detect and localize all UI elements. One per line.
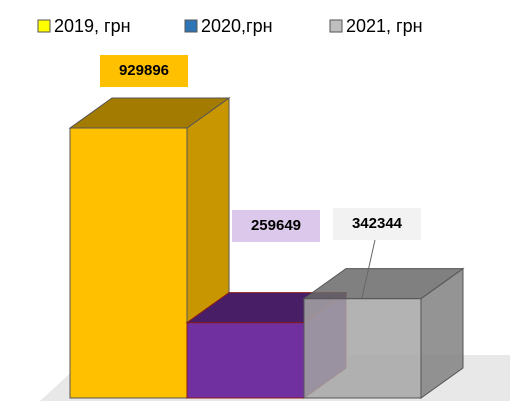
data-label: 342344 [352,215,403,232]
legend-swatch [37,19,51,33]
bar-front [303,298,422,399]
data-label: 929896 [119,62,169,79]
bar-top [302,268,465,300]
legend-swatch [329,19,343,33]
leader-line [361,239,376,299]
bar [302,267,465,399]
bar-top [68,97,231,129]
data-label: 259649 [251,217,301,234]
legend-swatch [184,19,198,33]
bar-front [186,322,305,399]
legend-label: 2019, грн [54,16,131,36]
data-label-box [232,210,320,242]
legend-label: 2021, грн [346,16,423,36]
legend-label: 2020,грн [201,16,273,36]
data-label-box [333,208,421,240]
bar-front [69,127,188,399]
data-label-box [100,55,188,87]
